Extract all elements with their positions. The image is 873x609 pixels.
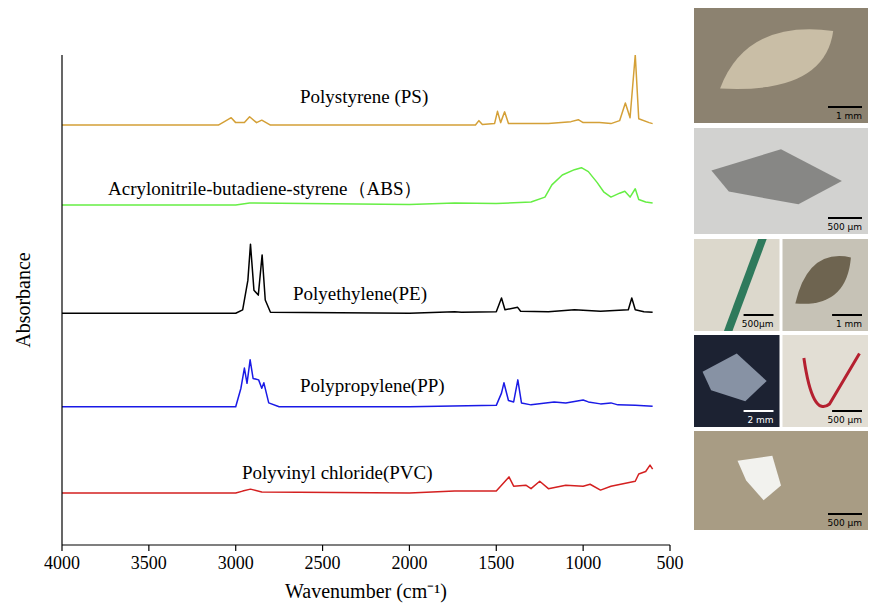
y-axis	[61, 55, 62, 545]
figure: 4000 3500 3000 2500 2000 1500 1000 500 Wavenumbe…	[0, 0, 873, 609]
scale-bar-label: 500 μm	[827, 518, 862, 528]
x-tick-label: 2000	[391, 553, 427, 573]
particle	[804, 353, 860, 406]
x-tick	[235, 545, 236, 551]
series-label: Polyvinyl chloride(PVC)	[242, 462, 433, 484]
particle	[703, 353, 767, 401]
x-tick-label: 1000	[565, 553, 601, 573]
x-tick	[148, 545, 149, 551]
micrograph	[694, 239, 780, 331]
x-tick-label: 4000	[44, 553, 80, 573]
spectrum-line	[62, 168, 653, 205]
x-tick	[322, 545, 323, 551]
micrograph	[694, 431, 868, 530]
micrograph	[783, 335, 869, 427]
scale-bar	[828, 217, 862, 219]
scale-bar	[744, 410, 774, 412]
y-axis-title: Absorbance	[12, 252, 34, 348]
scale-bar	[832, 314, 862, 316]
series-label: Acrylonitrile-butadiene-styrene（ABS）	[108, 178, 422, 199]
x-tick	[669, 545, 670, 551]
x-tick-label: 1500	[478, 553, 514, 573]
series-label: Polystyrene (PS)	[300, 86, 428, 108]
x-tick-label: 3000	[218, 553, 254, 573]
x-tick-label: 500	[657, 553, 684, 573]
scale-bar-label: 2 mm	[747, 415, 773, 425]
scale-bar-label: 1 mm	[836, 319, 862, 329]
scale-bar-label: 1 mm	[836, 111, 862, 121]
x-tick	[583, 545, 584, 551]
particle	[724, 239, 767, 331]
series-label: Polyethylene(PE)	[293, 283, 427, 305]
series-label: Polypropylene(PP)	[300, 375, 445, 397]
micrograph	[694, 128, 868, 234]
x-tick	[496, 545, 497, 551]
x-tick	[61, 545, 62, 551]
scale-bar	[832, 410, 862, 412]
scale-bar	[744, 314, 774, 316]
x-axis	[62, 544, 670, 545]
particle	[795, 256, 851, 304]
spectrum-line	[62, 360, 653, 407]
x-tick-label: 3500	[131, 553, 167, 573]
scale-bar-label: 500 μm	[827, 222, 862, 232]
spectrum-line	[62, 244, 653, 313]
particle	[720, 29, 833, 89]
micrographs: 1 mm 500 μm 500μm 1 mm 2 mm 500 μm 500 μm	[694, 8, 868, 530]
micrograph	[694, 8, 868, 123]
micrograph	[694, 335, 780, 427]
spectra	[62, 55, 653, 493]
scale-bar-label: 500 μm	[827, 415, 862, 425]
x-tick-label: 2500	[305, 553, 341, 573]
particle	[738, 456, 782, 501]
x-axis-title: Wavenumber (cm⁻¹)	[285, 580, 447, 603]
micrograph	[783, 239, 869, 331]
x-tick	[409, 545, 410, 551]
scale-bar-label: 500μm	[742, 319, 774, 329]
scale-bar	[828, 513, 862, 515]
spectrum-line	[62, 55, 653, 125]
particle	[711, 149, 842, 204]
scale-bar	[828, 106, 862, 108]
